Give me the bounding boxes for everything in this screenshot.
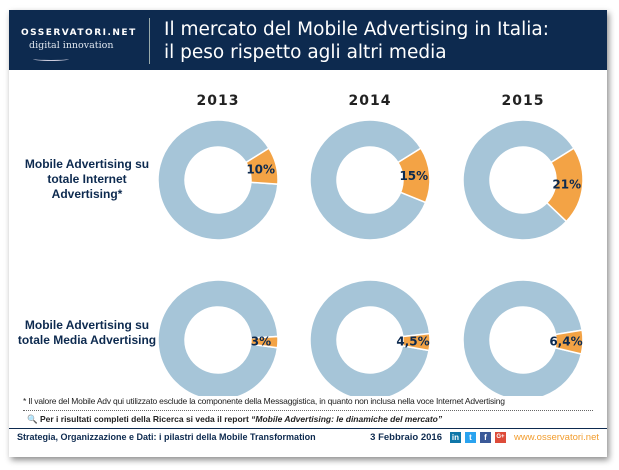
donut-rest-slice	[309, 119, 427, 241]
donut-rest-slice	[157, 119, 279, 241]
donut-rest-slice	[157, 279, 279, 396]
donut-share-slice	[554, 329, 584, 355]
website-link[interactable]: www.osservatori.net	[513, 432, 599, 443]
donut-share-slice	[244, 147, 279, 185]
report-title[interactable]: “Mobile Advertising: le dinamiche del me…	[251, 414, 443, 424]
report-note: 🔍 Per i risultati completi della Ricerca…	[27, 413, 589, 425]
report-prefix: Per i risultati completi della Ricerca s…	[39, 414, 252, 424]
header: OSSERVATORI.NET digital innovation Il me…	[9, 10, 607, 70]
footer-rule	[9, 428, 607, 429]
year-label: 2014	[348, 93, 392, 109]
year-label: 2015	[501, 93, 545, 109]
social-links: in t f G+	[449, 432, 506, 443]
donut-rest-slice	[309, 279, 431, 396]
donut-share-slice	[401, 332, 431, 352]
data-label: 15%	[399, 169, 428, 183]
logo: OSSERVATORI.NET	[21, 28, 137, 38]
linkedin-icon[interactable]: in	[449, 432, 461, 443]
logo-swoosh	[33, 57, 69, 61]
year-label: 2013	[196, 93, 240, 109]
logo-subtitle: digital innovation	[29, 40, 114, 51]
twitter-icon[interactable]: t	[464, 432, 476, 443]
event-date: 3 Febbraio 2016	[370, 432, 442, 443]
footnote: * Il valore del Mobile Adv qui utilizzat…	[23, 396, 505, 406]
donut-rest-slice	[462, 119, 575, 241]
slide-title: Il mercato del Mobile Advertising in Ita…	[164, 18, 549, 64]
data-label: 10%	[246, 162, 275, 176]
data-label: 3%	[251, 335, 271, 349]
data-label: 6,4%	[549, 335, 582, 349]
dotted-divider	[23, 410, 593, 411]
report-icon: 🔍	[27, 414, 38, 424]
donut-share-slice	[545, 147, 584, 223]
divider	[149, 18, 150, 64]
googleplus-icon[interactable]: G+	[494, 432, 506, 443]
title-line-2: il peso rispetto agli altri media	[164, 42, 447, 63]
slide: OSSERVATORI.NET digital innovation Il me…	[9, 10, 607, 457]
event-title: Strategia, Organizzazione e Dati: i pila…	[17, 432, 316, 442]
data-label: 21%	[552, 177, 581, 191]
facebook-icon[interactable]: f	[479, 432, 491, 443]
footer: Strategia, Organizzazione e Dati: i pila…	[9, 429, 607, 447]
title-line-1: Il mercato del Mobile Advertising in Ita…	[164, 19, 549, 40]
data-label: 4,5%	[396, 335, 429, 349]
row-label: Mobile Advertising su totale Media Adver…	[17, 318, 157, 347]
donut-share-slice	[249, 335, 279, 349]
bottom-section: * Il valore del Mobile Adv qui utilizzat…	[9, 396, 607, 447]
donut-share-slice	[396, 147, 431, 204]
row-label: Mobile Advertising su totale Internet Ad…	[24, 157, 150, 201]
donut-rest-slice	[462, 279, 584, 396]
donut-charts: 10% 15% 21% 3% 4,5% 6,4%	[157, 119, 584, 396]
